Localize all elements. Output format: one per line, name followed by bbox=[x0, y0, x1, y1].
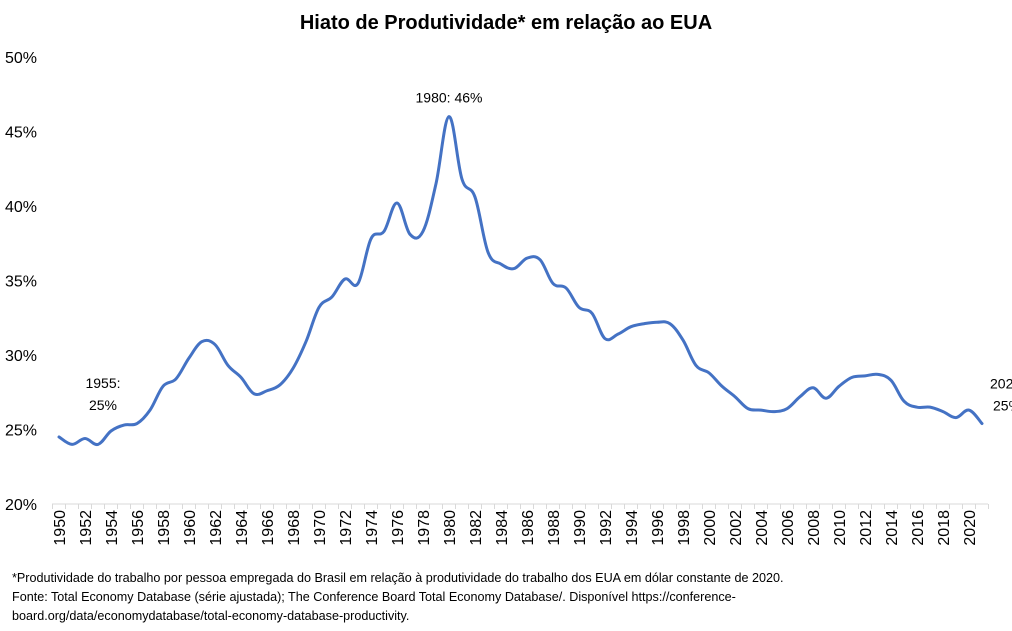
x-tick-label: 2014 bbox=[884, 510, 901, 546]
x-tick-label: 1954 bbox=[104, 510, 121, 546]
footnote: *Produtividade do trabalho por pessoa em… bbox=[12, 569, 997, 626]
x-tick-label: 2004 bbox=[754, 510, 771, 546]
chart-title: Hiato de Produtividade* em relação ao EU… bbox=[299, 12, 713, 34]
x-tick-label: 1988 bbox=[546, 510, 563, 546]
y-tick-label: 30% bbox=[5, 348, 37, 365]
x-tick-label: 1992 bbox=[598, 510, 615, 546]
x-tick-label: 1998 bbox=[676, 510, 693, 546]
x-tick-label: 1980 bbox=[442, 510, 459, 546]
x-tick-label: 1950 bbox=[52, 510, 69, 546]
x-tick-label: 2016 bbox=[910, 510, 927, 546]
x-tick-label: 1974 bbox=[364, 510, 381, 546]
x-tick-label: 2002 bbox=[728, 510, 745, 546]
x-tick-label: 2008 bbox=[806, 510, 823, 546]
x-tick-label: 2006 bbox=[780, 510, 797, 546]
x-tick-label: 1958 bbox=[156, 510, 173, 546]
x-tick-label: 1962 bbox=[208, 510, 225, 546]
data-annotations: 1955: 25% 1980: 46% 2021: 25% bbox=[85, 90, 1012, 414]
x-tick-label: 2000 bbox=[702, 510, 719, 546]
footnote-source-url: board.org/data/economydatabase/total-eco… bbox=[12, 609, 410, 623]
x-tick-label: 1956 bbox=[130, 510, 147, 546]
x-tick-label: 2020 bbox=[962, 510, 979, 546]
x-tick-label: 1968 bbox=[286, 510, 303, 546]
x-tick-label: 1990 bbox=[572, 510, 589, 546]
x-tick-label: 1976 bbox=[390, 510, 407, 546]
data-label-line: 2021: bbox=[990, 376, 1012, 392]
x-tick-label: 1964 bbox=[234, 510, 251, 546]
y-tick-label: 20% bbox=[5, 497, 37, 514]
x-axis-ticks: 1950 1952 1954 1956 1958 1960 1962 1964 1966 1968… bbox=[52, 504, 989, 546]
x-tick-label: 2010 bbox=[832, 510, 849, 546]
x-tick-label: 2018 bbox=[936, 510, 953, 546]
x-tick-label: 1986 bbox=[520, 510, 537, 546]
footnote-definition: *Produtividade do trabalho por pessoa em… bbox=[12, 571, 784, 585]
y-tick-label: 45% bbox=[5, 125, 37, 142]
x-tick-label: 1960 bbox=[182, 510, 199, 546]
y-tick-label: 25% bbox=[5, 423, 37, 440]
y-tick-label: 40% bbox=[5, 199, 37, 216]
x-tick-label: 1978 bbox=[416, 510, 433, 546]
x-tick-label: 1984 bbox=[494, 510, 511, 546]
x-tick-label: 1970 bbox=[312, 510, 329, 546]
y-tick-label: 50% bbox=[5, 50, 37, 67]
data-label-line: 1955: bbox=[85, 375, 120, 391]
x-tick-label: 1966 bbox=[260, 510, 277, 546]
x-tick-label: 1972 bbox=[338, 510, 355, 546]
x-tick-label: 1994 bbox=[624, 510, 641, 546]
x-tick-label: 1996 bbox=[650, 510, 667, 546]
data-label-line: 25% bbox=[89, 397, 117, 413]
x-tick-label: 2012 bbox=[858, 510, 875, 546]
x-tick-label: 1952 bbox=[78, 510, 95, 546]
data-label-line: 25% bbox=[993, 398, 1012, 414]
series-line bbox=[57, 115, 984, 447]
line-chart: 20%25%30%35%40%45%50% 1950 1952 1954 1956 19… bbox=[5, 50, 1012, 546]
y-tick-label: 35% bbox=[5, 274, 37, 291]
y-axis-ticks: 20% 25% 30% 35% 40% 45% 50% bbox=[5, 50, 37, 514]
data-label: 1980: 46% bbox=[416, 90, 483, 106]
footnote-source: Fonte: Total Economy Database (série aju… bbox=[12, 590, 736, 604]
x-tick-label: 1982 bbox=[468, 510, 485, 546]
